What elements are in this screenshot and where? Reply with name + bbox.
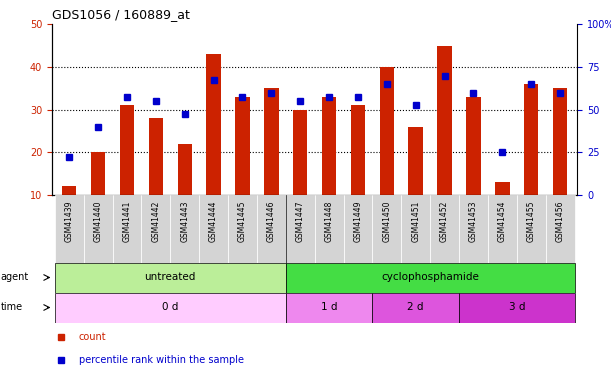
Bar — [430, 195, 459, 262]
Text: percentile rank within the sample: percentile rank within the sample — [79, 355, 244, 365]
Text: GSM41453: GSM41453 — [469, 200, 478, 242]
Bar — [91, 152, 105, 195]
Text: GSM41447: GSM41447 — [296, 200, 305, 242]
Bar — [459, 292, 574, 322]
Text: GSM41448: GSM41448 — [324, 200, 334, 242]
Text: GSM41441: GSM41441 — [122, 200, 131, 242]
Bar — [351, 105, 365, 195]
Bar — [373, 195, 401, 262]
Bar — [466, 97, 481, 195]
Bar — [62, 186, 76, 195]
Bar — [459, 195, 488, 262]
Text: GSM41451: GSM41451 — [411, 200, 420, 242]
Bar — [437, 46, 452, 195]
Bar — [373, 292, 459, 322]
Bar — [207, 54, 221, 195]
Text: GSM41444: GSM41444 — [209, 200, 218, 242]
Text: agent: agent — [1, 273, 29, 282]
Bar — [170, 195, 199, 262]
Bar — [141, 195, 170, 262]
Text: 0 d: 0 d — [162, 303, 178, 312]
Bar — [322, 97, 336, 195]
Text: GSM41449: GSM41449 — [354, 200, 362, 242]
Text: GSM41440: GSM41440 — [93, 200, 103, 242]
Text: cyclophosphamide: cyclophosphamide — [381, 273, 479, 282]
Bar — [286, 292, 373, 322]
Text: 1 d: 1 d — [321, 303, 337, 312]
Bar — [524, 84, 538, 195]
Bar — [553, 88, 567, 195]
Text: GSM41452: GSM41452 — [440, 200, 449, 242]
Text: GSM41450: GSM41450 — [382, 200, 391, 242]
Bar — [488, 195, 517, 262]
Text: GSM41445: GSM41445 — [238, 200, 247, 242]
Bar — [264, 88, 279, 195]
Bar — [55, 195, 84, 262]
Bar — [84, 195, 112, 262]
Bar — [409, 127, 423, 195]
Bar — [112, 195, 141, 262]
Bar — [199, 195, 228, 262]
Bar — [293, 110, 307, 195]
Bar — [343, 195, 373, 262]
Bar — [379, 67, 394, 195]
Bar — [228, 195, 257, 262]
Bar — [401, 195, 430, 262]
Text: count: count — [79, 332, 106, 342]
Text: GSM41443: GSM41443 — [180, 200, 189, 242]
Bar — [517, 195, 546, 262]
Bar — [546, 195, 574, 262]
Text: GSM41439: GSM41439 — [65, 200, 74, 242]
Text: GSM41442: GSM41442 — [152, 200, 160, 242]
Text: GDS1056 / 160889_at: GDS1056 / 160889_at — [52, 8, 190, 21]
Text: GSM41454: GSM41454 — [498, 200, 507, 242]
Bar — [55, 262, 286, 292]
Bar — [495, 182, 510, 195]
Bar — [315, 195, 343, 262]
Text: GSM41446: GSM41446 — [267, 200, 276, 242]
Text: GSM41456: GSM41456 — [555, 200, 565, 242]
Text: GSM41455: GSM41455 — [527, 200, 536, 242]
Bar — [148, 118, 163, 195]
Bar — [55, 292, 286, 322]
Text: 3 d: 3 d — [508, 303, 525, 312]
Bar — [178, 144, 192, 195]
Text: 2 d: 2 d — [408, 303, 424, 312]
Bar — [120, 105, 134, 195]
Bar — [257, 195, 286, 262]
Bar — [235, 97, 250, 195]
Text: time: time — [1, 303, 23, 312]
Bar — [286, 262, 574, 292]
Bar — [286, 195, 315, 262]
Text: untreated: untreated — [145, 273, 196, 282]
